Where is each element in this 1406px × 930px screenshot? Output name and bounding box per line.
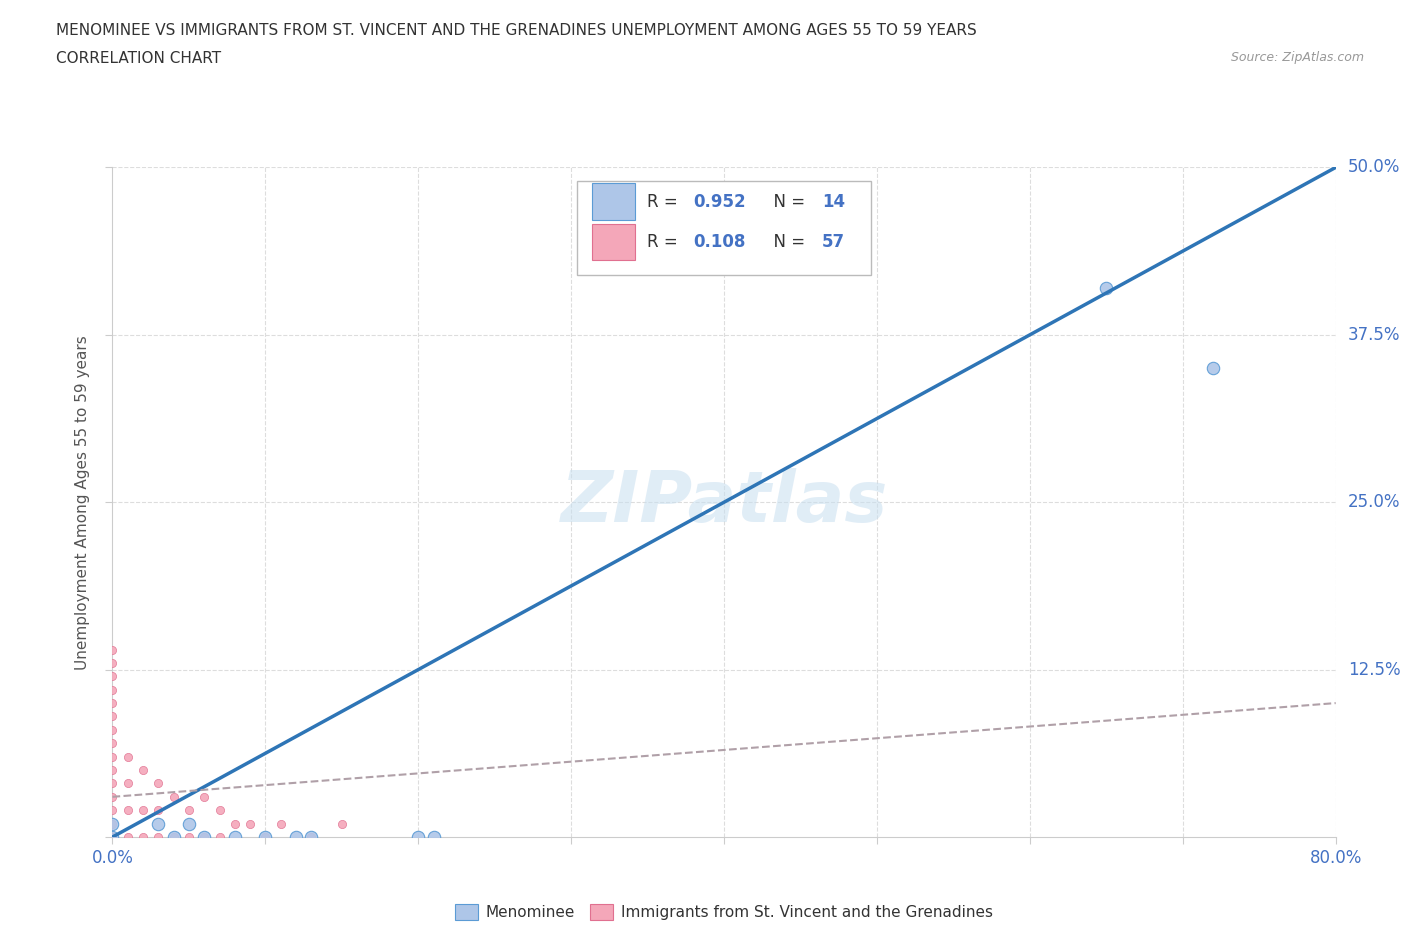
Point — [177, 817, 200, 831]
Point — [330, 817, 353, 831]
Text: N =: N = — [763, 233, 811, 251]
Point — [163, 830, 186, 844]
Point — [101, 830, 124, 844]
Text: Source: ZipAtlas.com: Source: ZipAtlas.com — [1230, 51, 1364, 64]
Point — [254, 830, 277, 844]
Legend: Menominee, Immigrants from St. Vincent and the Grenadines: Menominee, Immigrants from St. Vincent a… — [449, 898, 1000, 926]
Point — [132, 830, 155, 844]
Point — [101, 683, 124, 698]
Point — [208, 803, 231, 817]
Text: R =: R = — [647, 233, 683, 251]
Point — [101, 817, 124, 831]
Point — [254, 830, 277, 844]
Point — [193, 830, 215, 844]
Point — [101, 803, 124, 817]
FancyBboxPatch shape — [578, 180, 870, 274]
Text: CORRELATION CHART: CORRELATION CHART — [56, 51, 221, 66]
FancyBboxPatch shape — [592, 183, 634, 220]
Point — [239, 817, 262, 831]
Text: 0.108: 0.108 — [693, 233, 747, 251]
Text: 12.5%: 12.5% — [1348, 660, 1400, 679]
Text: 50.0%: 50.0% — [1348, 158, 1400, 177]
Point — [224, 830, 246, 844]
Point — [284, 830, 308, 844]
Point — [101, 817, 124, 831]
Point — [408, 830, 430, 844]
Point — [224, 817, 246, 831]
Point — [422, 830, 444, 844]
Point — [177, 803, 200, 817]
Point — [101, 736, 124, 751]
Text: 0.952: 0.952 — [693, 193, 747, 211]
Point — [148, 830, 170, 844]
Point — [117, 750, 139, 764]
Text: R =: R = — [647, 193, 683, 211]
Point — [101, 669, 124, 684]
Text: ZIPatlas: ZIPatlas — [561, 468, 887, 537]
Point — [177, 830, 200, 844]
Point — [101, 750, 124, 764]
Point — [1095, 281, 1118, 296]
Point — [101, 709, 124, 724]
Text: 37.5%: 37.5% — [1348, 326, 1400, 344]
Y-axis label: Unemployment Among Ages 55 to 59 years: Unemployment Among Ages 55 to 59 years — [75, 335, 90, 670]
Point — [148, 776, 170, 790]
Point — [101, 696, 124, 711]
Point — [132, 763, 155, 777]
Point — [1202, 361, 1225, 376]
Text: 14: 14 — [823, 193, 845, 211]
Point — [101, 830, 124, 844]
Point — [101, 790, 124, 804]
Point — [117, 803, 139, 817]
Point — [101, 656, 124, 671]
Point — [163, 790, 186, 804]
Point — [193, 790, 215, 804]
Point — [299, 830, 322, 844]
FancyBboxPatch shape — [592, 223, 634, 260]
Text: 25.0%: 25.0% — [1348, 493, 1400, 512]
Text: N =: N = — [763, 193, 811, 211]
Point — [270, 817, 292, 831]
Point — [101, 776, 124, 790]
Text: 57: 57 — [823, 233, 845, 251]
Point — [117, 830, 139, 844]
Point — [117, 776, 139, 790]
Point — [208, 830, 231, 844]
Point — [132, 803, 155, 817]
Point — [193, 830, 215, 844]
Point — [299, 830, 322, 844]
Point — [101, 642, 124, 657]
Point — [148, 803, 170, 817]
Text: MENOMINEE VS IMMIGRANTS FROM ST. VINCENT AND THE GRENADINES UNEMPLOYMENT AMONG A: MENOMINEE VS IMMIGRANTS FROM ST. VINCENT… — [56, 23, 977, 38]
Point — [101, 723, 124, 737]
Point — [148, 817, 170, 831]
Point — [163, 830, 186, 844]
Point — [101, 763, 124, 777]
